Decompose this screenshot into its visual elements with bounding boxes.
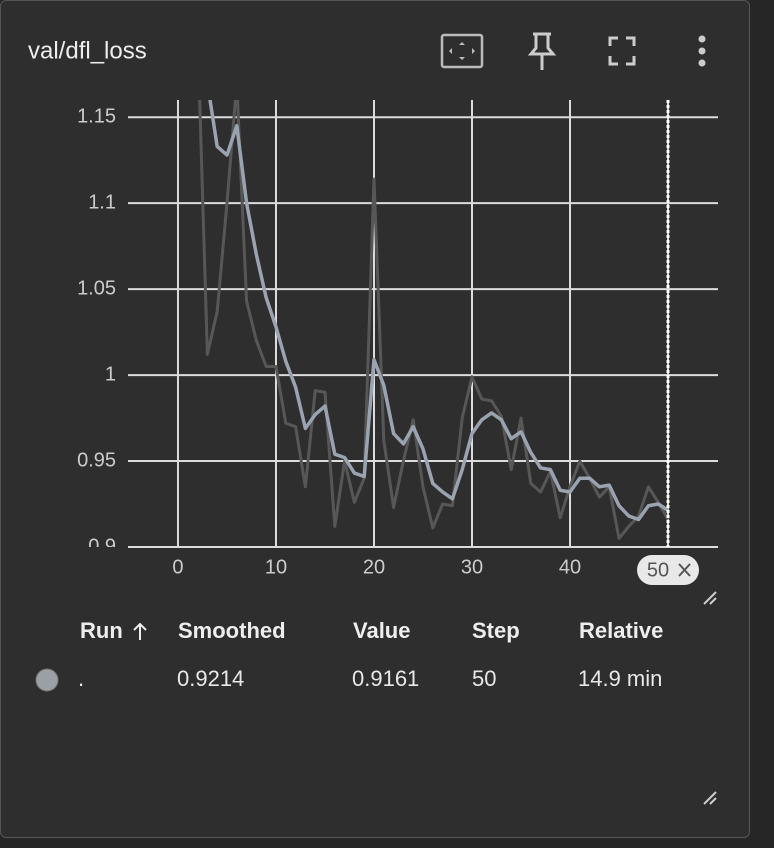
y-tick-label: 1 [105,363,116,385]
y-tick-label: 1.15 [77,105,116,127]
y-tick-label: 0.95 [77,449,116,471]
y-tick-label: 1.05 [77,277,116,299]
series-line [198,100,670,540]
column-header[interactable]: Smoothed [178,618,286,643]
cell: . [78,666,84,691]
resize-handle[interactable] [703,591,717,605]
y-tick-label: 1.1 [88,191,116,213]
cell: 0.9161 [352,666,419,691]
y-tick-label: 0.9 [88,535,116,557]
fullscreen-icon[interactable] [608,36,636,66]
column-header[interactable]: Step [472,618,520,643]
cell: 14.9 min [578,666,662,691]
x-tick-label: 30 [461,556,483,578]
x-tick-label: 40 [559,556,581,578]
cell: 0.9214 [177,666,244,691]
menu-icon[interactable] [698,35,706,67]
resize-handle[interactable] [703,791,717,805]
x-tick-label: 20 [363,556,385,578]
card-title: val/dfl_loss [28,37,147,64]
cursor-label: 50 [647,559,669,581]
card [0,0,750,838]
sort-icon [133,622,147,640]
column-header[interactable]: Relative [579,618,663,643]
series-line [208,100,669,522]
run-color [35,668,59,692]
cursor-badge [637,555,700,585]
x-tick-label: 0 [172,556,183,578]
fit-icon[interactable] [440,33,484,69]
cursor-close [678,563,691,577]
x-tick-label: 10 [265,556,287,578]
column-header[interactable]: Value [353,618,410,643]
pin-icon[interactable] [527,32,557,70]
cell: 50 [472,666,496,691]
column-header[interactable]: Run [80,618,123,643]
